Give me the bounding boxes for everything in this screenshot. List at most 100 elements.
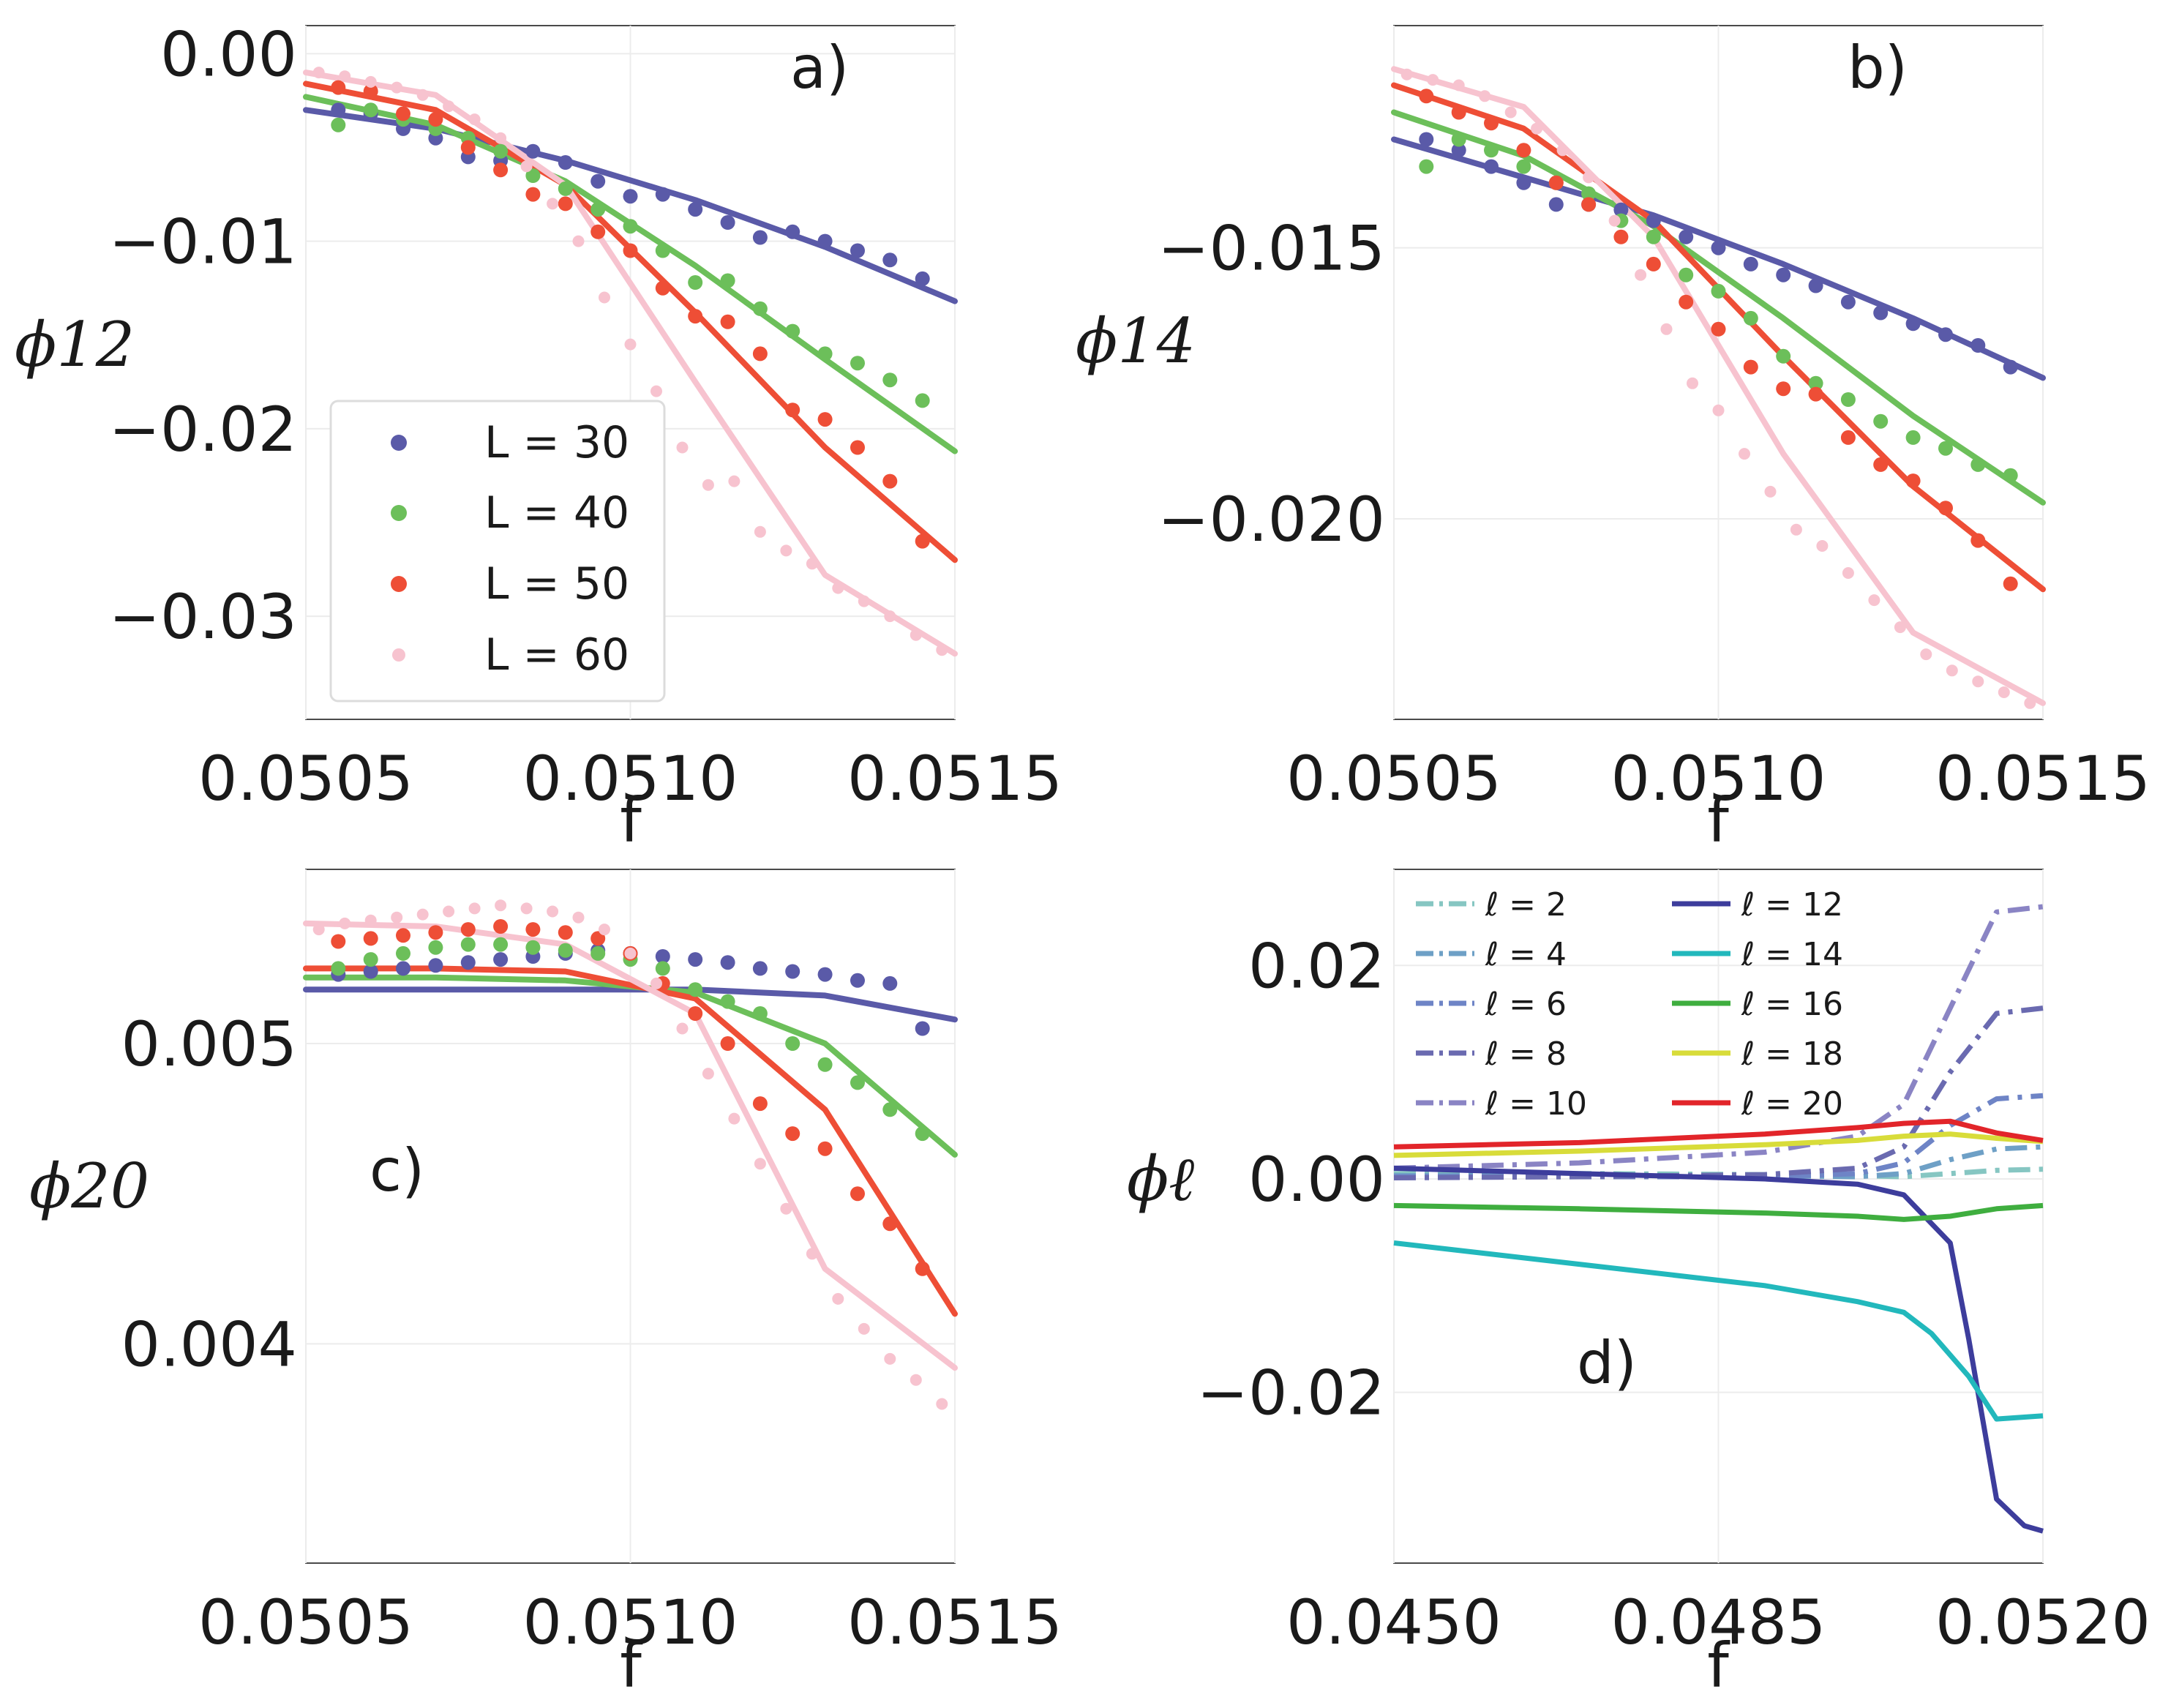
panel-b-ylabel: ϕ14 bbox=[1076, 305, 1196, 377]
pb-point-l40 bbox=[1743, 310, 1758, 326]
pa-ytick-label: −0.03 bbox=[109, 581, 297, 653]
legend-label-l50: L = 50 bbox=[484, 558, 629, 610]
pa-point-l50 bbox=[915, 533, 930, 549]
pb-point-l40 bbox=[1808, 375, 1823, 391]
pb-point-l40 bbox=[1776, 348, 1791, 364]
pb-point-l60 bbox=[1868, 594, 1880, 607]
pc-point-l60 bbox=[312, 924, 325, 936]
pc-point-l60 bbox=[650, 977, 662, 989]
panel-a-tag: a) bbox=[790, 34, 849, 102]
pa-xtick-label: 0.0515 bbox=[847, 743, 1062, 814]
pb-point-l60 bbox=[1635, 269, 1647, 281]
pa-point-l50 bbox=[882, 473, 898, 489]
panel-b-xlabel: f bbox=[1707, 784, 1730, 856]
panel-b-tag: b) bbox=[1848, 34, 1908, 102]
pa-point-l40 bbox=[655, 243, 670, 258]
legend-label-l30: L = 30 bbox=[484, 417, 629, 468]
pa-point-l50 bbox=[785, 402, 800, 418]
panel-d-ticks: 0.0450 0.0485 0.0520 0.02 0.00 −0.02 bbox=[1197, 930, 2150, 1658]
pd-line-l6 bbox=[1394, 1093, 2044, 1180]
legend-label-l6: ℓ = 6 bbox=[1485, 986, 1567, 1023]
pa-point-l40 bbox=[785, 323, 800, 339]
pa-point-l50 bbox=[493, 162, 509, 178]
pa-ytick-label: −0.02 bbox=[109, 394, 297, 465]
pc-point-l60 bbox=[754, 1158, 766, 1170]
pb-point-l40 bbox=[1581, 186, 1597, 201]
pa-point-l40 bbox=[525, 168, 541, 183]
pb-point-l60 bbox=[1972, 675, 1984, 688]
pa-ytick-label: 0.00 bbox=[160, 18, 297, 90]
pa-point-l60 bbox=[416, 89, 429, 101]
pc-point-l30 bbox=[720, 955, 735, 970]
pb-point-l50 bbox=[1613, 229, 1629, 244]
pb-point-l60 bbox=[1556, 144, 1569, 157]
pc-point-l30 bbox=[688, 952, 703, 967]
pc-point-l40 bbox=[428, 940, 443, 955]
pb-point-l40 bbox=[1679, 267, 1694, 282]
pc-point-l50 bbox=[752, 1096, 768, 1112]
legend-label-l18: ℓ = 18 bbox=[1741, 1035, 1843, 1073]
pc-point-l40 bbox=[590, 945, 606, 961]
pc-point-l60 bbox=[443, 905, 455, 918]
legend-label-l8: ℓ = 8 bbox=[1485, 1035, 1567, 1073]
pb-point-l60 bbox=[1400, 68, 1413, 80]
pc-point-l30 bbox=[785, 964, 800, 979]
pb-point-l60 bbox=[1790, 523, 1802, 536]
pa-point-l30 bbox=[655, 187, 670, 202]
legend-label-l12: ℓ = 12 bbox=[1741, 886, 1843, 924]
pc-fit-l50 bbox=[303, 965, 958, 1317]
pb-point-l60 bbox=[1504, 106, 1517, 119]
pc-point-l60 bbox=[806, 1248, 818, 1260]
pc-point-l50 bbox=[590, 931, 606, 946]
pa-point-l30 bbox=[688, 202, 703, 217]
pb-ytick-label: −0.015 bbox=[1158, 213, 1385, 285]
pb-point-l40 bbox=[1419, 159, 1434, 174]
pb-point-l30 bbox=[1873, 305, 1889, 321]
pc-point-l30 bbox=[428, 958, 443, 973]
pb-point-l30 bbox=[1970, 338, 1986, 353]
pc-point-l30 bbox=[363, 964, 378, 979]
pa-point-l30 bbox=[785, 224, 800, 239]
pb-point-l60 bbox=[1816, 540, 1829, 552]
pb-point-l40 bbox=[1484, 143, 1499, 158]
pb-point-l40 bbox=[1873, 413, 1889, 429]
pc-ytick-label: 0.005 bbox=[121, 1008, 297, 1080]
pc-point-l40 bbox=[720, 994, 735, 1009]
pb-fit-l30 bbox=[1391, 136, 2046, 381]
pb-point-l30 bbox=[1679, 229, 1694, 244]
pb-point-l40 bbox=[1646, 229, 1661, 244]
pb-point-l30 bbox=[1840, 294, 1856, 310]
pa-point-l60 bbox=[806, 558, 818, 570]
pc-point-l60 bbox=[832, 1292, 844, 1305]
pd-ytick-label: 0.02 bbox=[1248, 930, 1385, 1002]
pa-point-l50 bbox=[428, 112, 443, 127]
panel-d-lines bbox=[1393, 904, 2044, 1534]
pc-point-l60 bbox=[339, 917, 351, 929]
pa-point-l40 bbox=[623, 219, 638, 234]
pa-point-l60 bbox=[884, 610, 896, 623]
pb-point-l60 bbox=[2024, 697, 2036, 709]
pb-point-l40 bbox=[1711, 283, 1726, 299]
panel-d-ylabel: ϕℓ bbox=[1127, 1143, 1194, 1215]
pa-point-l30 bbox=[558, 155, 573, 170]
pc-point-l40 bbox=[396, 945, 410, 961]
pc-point-l60 bbox=[780, 1202, 792, 1215]
pa-ytick-label: −0.01 bbox=[109, 206, 297, 278]
pb-point-l50 bbox=[2003, 576, 2018, 591]
pd-line-l8 bbox=[1393, 1005, 2044, 1180]
pb-point-l60 bbox=[1894, 621, 1906, 634]
pc-point-l50 bbox=[460, 922, 476, 937]
pc-point-l50 bbox=[396, 928, 410, 943]
legend-label-l10: ℓ = 10 bbox=[1485, 1085, 1587, 1123]
pb-point-l30 bbox=[1776, 267, 1791, 282]
legend-box bbox=[329, 400, 666, 703]
pc-point-l50 bbox=[688, 1006, 703, 1021]
pa-point-l50 bbox=[525, 187, 541, 202]
pc-point-l60 bbox=[547, 905, 559, 918]
pc-xtick-label: 0.0510 bbox=[523, 1587, 738, 1658]
panel-c-fits bbox=[303, 920, 958, 1371]
pb-point-l50 bbox=[1548, 175, 1564, 190]
pc-point-l40 bbox=[850, 1075, 865, 1090]
pb-point-l50 bbox=[1808, 386, 1823, 402]
pb-point-l60 bbox=[1842, 567, 1854, 579]
